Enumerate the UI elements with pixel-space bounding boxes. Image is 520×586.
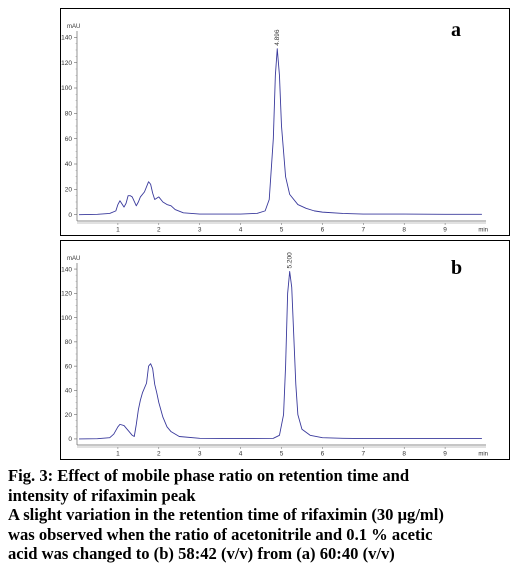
chromatogram-a-plot: 0 20 40 60 80 100 120 140 mAU 1 2 3 4 5 6 7 8 9 min 4.896 a xyxy=(61,19,488,234)
chart-a-y-tick-label: 140 xyxy=(61,35,72,42)
figure-caption: Fig. 3: Effect of mobile phase ratio on … xyxy=(8,466,514,564)
caption-line-5: acid was changed to (b) 58:42 (v/v) from… xyxy=(8,544,395,564)
chart-a-series-line xyxy=(79,48,482,216)
chart-b-x-tick-label: 9 xyxy=(443,451,447,458)
chromatogram-panel-a: 0 20 40 60 80 100 120 140 mAU 1 2 3 4 5 6 7 8 9 min 4.896 a xyxy=(60,8,510,236)
caption-line-2: intensity of rifaximin peak xyxy=(8,485,196,505)
chart-a-x-tick-label: 1 xyxy=(116,227,120,234)
chart-b-y-unit-label: mAU xyxy=(67,256,80,262)
caption-line-1: Fig. 3: Effect of mobile phase ratio on … xyxy=(8,466,410,485)
chart-a-x-unit-label: min xyxy=(478,228,488,234)
chromatogram-b-plot: 0 20 40 60 80 100 120 140 mAU 1 2 3 4 5 6 7 8 9 min 5.200 b xyxy=(61,252,488,458)
chart-a-x-tick-label: 5 xyxy=(280,227,284,234)
chart-b-x-tick-label: 6 xyxy=(321,451,325,458)
chart-b-y-tick-label: 120 xyxy=(61,291,72,298)
caption-line-3: A slight variation in the retention time… xyxy=(8,505,444,525)
chart-a-x-tick-label: 9 xyxy=(443,227,447,234)
chart-a-x-tick-label: 2 xyxy=(157,227,161,234)
chart-a-y-tick-label: 80 xyxy=(65,111,73,118)
chart-a-y-tick-label: 40 xyxy=(65,161,73,168)
chart-b-panel-letter: b xyxy=(451,257,462,279)
chart-b-y-tick-label: 80 xyxy=(65,339,73,346)
chart-b-y-tick-label: 140 xyxy=(61,266,72,273)
chart-b-series-line xyxy=(79,271,482,440)
chart-a-peak-label: 4.896 xyxy=(274,29,281,46)
chart-b-x-tick-label: 1 xyxy=(116,451,120,458)
chart-b-y-tick-label: 40 xyxy=(65,388,73,395)
chart-a-x-tick-label: 4 xyxy=(239,227,243,234)
chart-a-x-tick-label: 6 xyxy=(321,227,325,234)
chart-b-x-tick-label: 5 xyxy=(280,451,284,458)
chart-a-y-tick-label: 60 xyxy=(65,136,73,143)
chart-b-y-tick-label: 60 xyxy=(65,363,73,370)
chromatogram-panel-b: 0 20 40 60 80 100 120 140 mAU 1 2 3 4 5 6 7 8 9 min 5.200 b xyxy=(60,240,510,460)
chart-a-y-tick-label: 120 xyxy=(61,60,72,67)
chart-b-x-tick-label: 3 xyxy=(198,451,202,458)
caption-line-4: was observed when the ratio of acetonitr… xyxy=(8,524,433,544)
chart-b-x-unit-label: min xyxy=(478,452,488,458)
chart-b-y-tick-label: 100 xyxy=(61,315,72,322)
chart-b-x-tick-label: 8 xyxy=(402,451,406,458)
chart-b-x-tick-label: 7 xyxy=(361,451,365,458)
chart-b-peak-label: 5.200 xyxy=(287,252,294,269)
chart-a-y-tick-label: 20 xyxy=(65,187,73,194)
chart-a-y-unit-label: mAU xyxy=(67,24,80,30)
chart-b-x-tick-label: 2 xyxy=(157,451,161,458)
chart-b-y-tick-label: 20 xyxy=(65,412,73,419)
chart-a-y-tick-label: 0 xyxy=(68,212,72,219)
chart-b-y-tick-label: 0 xyxy=(68,436,72,443)
chart-a-x-tick-label: 7 xyxy=(361,227,365,234)
chart-a-x-tick-label: 3 xyxy=(198,227,202,234)
chart-a-panel-letter: a xyxy=(451,19,461,41)
chart-a-x-tick-label: 8 xyxy=(402,227,406,234)
chart-b-x-tick-label: 4 xyxy=(239,451,243,458)
chart-a-y-tick-label: 100 xyxy=(61,85,72,92)
